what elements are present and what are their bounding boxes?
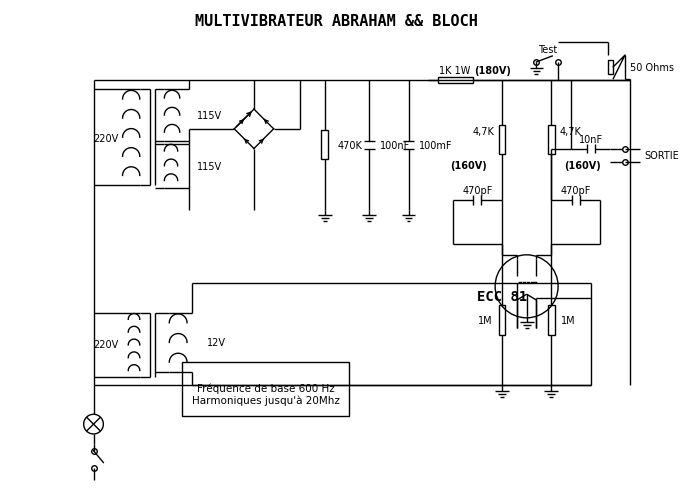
Text: 100nF: 100nF bbox=[380, 140, 410, 150]
Bar bbox=[499, 305, 505, 335]
Text: Fréquence de base 600 Hz
Harmoniques jusqu'à 20Mhz: Fréquence de base 600 Hz Harmoniques jus… bbox=[192, 383, 340, 406]
Text: MULTIVIBRATEUR ABRAHAM && BLOCH: MULTIVIBRATEUR ABRAHAM && BLOCH bbox=[195, 14, 478, 29]
Text: 100mF: 100mF bbox=[419, 140, 453, 150]
Bar bbox=[321, 131, 328, 160]
Text: 220V: 220V bbox=[94, 340, 119, 350]
Text: 220V: 220V bbox=[94, 133, 119, 143]
Text: ECC 81: ECC 81 bbox=[477, 289, 527, 304]
Text: 4,7K: 4,7K bbox=[472, 126, 494, 137]
Text: 470pF: 470pF bbox=[561, 185, 591, 196]
Bar bbox=[499, 125, 505, 155]
Bar bbox=[608, 61, 614, 75]
Bar bbox=[438, 78, 473, 83]
Text: 10nF: 10nF bbox=[579, 134, 603, 144]
Text: 50 Ohms: 50 Ohms bbox=[630, 62, 674, 73]
Text: 1K 1W: 1K 1W bbox=[439, 65, 471, 76]
Bar bbox=[548, 125, 555, 155]
Text: 1M: 1M bbox=[477, 315, 492, 325]
Text: Test: Test bbox=[538, 45, 557, 55]
Text: 4,7K: 4,7K bbox=[559, 126, 581, 137]
Text: 1M: 1M bbox=[561, 315, 576, 325]
Bar bbox=[182, 363, 350, 416]
Text: (160V): (160V) bbox=[564, 161, 601, 171]
Bar bbox=[548, 305, 555, 335]
Text: 115V: 115V bbox=[197, 162, 222, 172]
Text: 115V: 115V bbox=[197, 111, 222, 121]
Text: 470K: 470K bbox=[338, 140, 363, 150]
Text: SORTIE: SORTIE bbox=[645, 151, 679, 161]
Text: (180V): (180V) bbox=[474, 65, 511, 76]
Text: (160V): (160V) bbox=[451, 161, 487, 171]
Text: 12V: 12V bbox=[207, 338, 226, 348]
Text: 470pF: 470pF bbox=[462, 185, 492, 196]
